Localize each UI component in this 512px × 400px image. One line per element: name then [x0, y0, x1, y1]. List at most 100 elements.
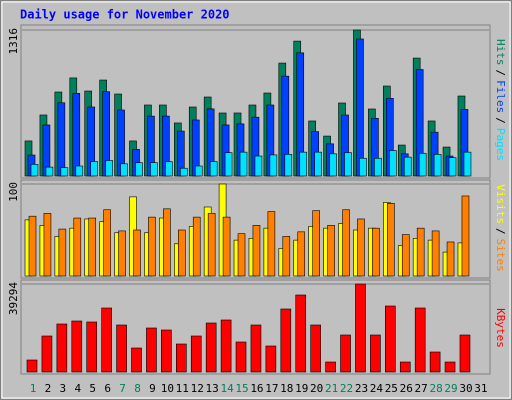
x-tick-label: 9	[149, 382, 156, 395]
bar	[237, 233, 246, 277]
bar	[57, 102, 66, 177]
bar	[459, 334, 471, 373]
bar	[269, 154, 278, 177]
bar	[359, 157, 367, 177]
bar	[374, 157, 382, 177]
legend-entry: Sites	[494, 239, 507, 272]
bar	[401, 234, 410, 277]
x-tick-label: 19	[295, 382, 308, 395]
x-tick-label: 4	[74, 382, 81, 395]
bar	[239, 151, 248, 177]
bar	[105, 160, 113, 177]
x-tick-label: 13	[206, 382, 219, 395]
bar	[56, 323, 68, 373]
bar	[414, 307, 426, 373]
x-tick-label: 29	[444, 382, 457, 395]
bar	[448, 157, 457, 177]
legend-separator: /	[494, 70, 507, 77]
bar	[43, 213, 52, 277]
bar	[385, 305, 396, 373]
bar	[71, 320, 83, 373]
bar	[58, 228, 67, 277]
bar	[312, 210, 320, 277]
bar	[73, 217, 82, 277]
x-tick-label: 8	[134, 382, 141, 395]
bar	[72, 93, 81, 177]
y-tick-label: 100	[7, 182, 20, 202]
bar	[90, 161, 99, 177]
x-tick-label: 11	[176, 382, 189, 395]
x-tick-label: 3	[60, 382, 67, 395]
legend-entry: Hits	[494, 39, 507, 66]
bar	[399, 361, 411, 373]
bar	[150, 162, 158, 177]
legend-entry: Visits	[494, 184, 507, 224]
bar	[387, 203, 395, 277]
x-tick-label: 21	[325, 382, 338, 395]
bar	[88, 217, 97, 277]
bar	[433, 154, 442, 177]
bar	[161, 329, 172, 373]
x-tick-label: 18	[280, 382, 293, 395]
x-tick-label: 30	[459, 382, 472, 395]
x-tick-label: 28	[429, 382, 442, 395]
bar	[180, 167, 188, 177]
bar	[461, 195, 470, 277]
legend-separator: /	[494, 228, 507, 235]
bar	[355, 283, 366, 373]
x-tick-label: 20	[310, 382, 323, 395]
x-tick-label: 7	[119, 382, 126, 395]
bar	[220, 319, 232, 373]
bar	[254, 155, 263, 177]
bar	[235, 341, 247, 373]
legend-entry: KBytes	[494, 308, 507, 348]
x-tick-label: 27	[415, 382, 428, 395]
x-tick-label: 15	[235, 382, 248, 395]
bar	[205, 322, 217, 373]
bar	[295, 294, 307, 373]
y-tick-label: 39294	[7, 282, 20, 315]
x-tick-label: 22	[340, 382, 353, 395]
bar	[192, 216, 201, 277]
bar	[165, 161, 173, 177]
bar	[297, 231, 306, 277]
bar	[194, 165, 203, 177]
bar	[224, 152, 233, 177]
bar	[133, 229, 141, 277]
bar	[86, 321, 98, 373]
bar	[176, 343, 187, 373]
bar	[370, 334, 381, 373]
bar	[329, 153, 337, 177]
bar	[26, 359, 38, 373]
bar	[314, 151, 322, 177]
bar	[45, 166, 54, 177]
x-tick-label: 24	[370, 382, 384, 395]
bar	[431, 230, 440, 277]
legend-entry: Pages	[494, 128, 507, 161]
bar	[418, 152, 427, 177]
bar	[103, 209, 111, 277]
bar	[403, 156, 412, 177]
bar	[163, 208, 171, 277]
legend: KBytes	[494, 308, 507, 348]
bar	[444, 361, 456, 373]
bar	[60, 167, 69, 177]
bar	[280, 308, 292, 373]
bar	[356, 38, 364, 177]
bar	[344, 152, 352, 177]
bar	[342, 209, 350, 277]
legend-entry: Files	[494, 80, 507, 113]
bar	[250, 324, 262, 373]
legend: Visits / Sites	[494, 184, 507, 272]
bar	[389, 150, 397, 177]
x-tick-label: 5	[89, 382, 96, 395]
x-tick-label: 12	[191, 382, 204, 395]
x-tick-label: 17	[265, 382, 278, 395]
bar	[327, 225, 335, 277]
bar	[299, 151, 308, 177]
bar	[28, 215, 37, 277]
x-tick-label: 23	[355, 382, 368, 395]
bar	[146, 327, 157, 373]
bar	[284, 154, 293, 177]
